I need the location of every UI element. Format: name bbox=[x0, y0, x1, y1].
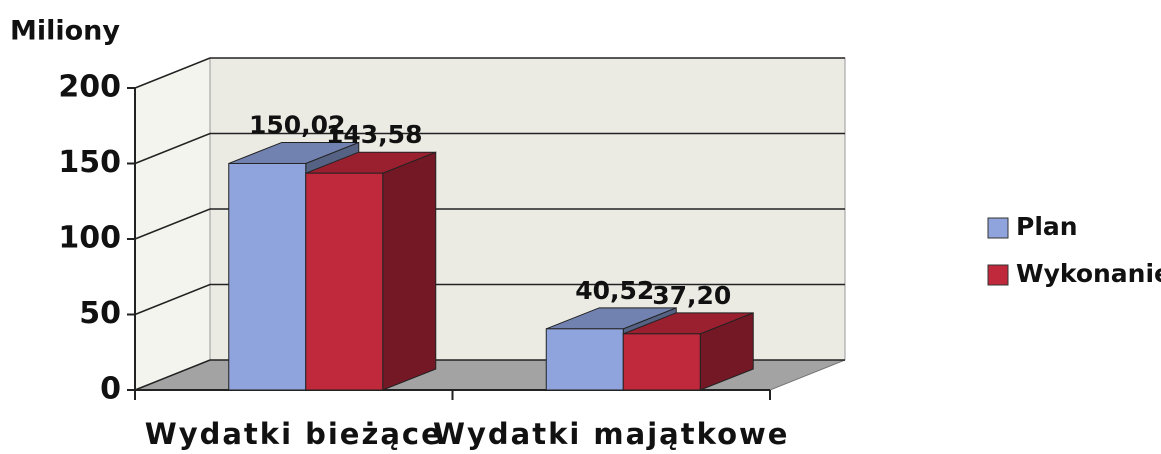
legend-label: Plan bbox=[1016, 212, 1078, 241]
bar bbox=[622, 333, 701, 391]
bar bbox=[305, 172, 384, 391]
grid-line bbox=[134, 283, 845, 316]
grid-line bbox=[134, 132, 845, 165]
legend-swatch bbox=[987, 217, 1009, 239]
x-tick-label: Wydatki majątkowe bbox=[433, 417, 789, 450]
value-label: 150,02 bbox=[249, 110, 345, 139]
y-tick-label: 0 bbox=[100, 372, 121, 407]
y-axis-label: Miliony bbox=[10, 16, 120, 47]
value-label: 143,58 bbox=[326, 120, 422, 149]
y-tick-label: 200 bbox=[58, 70, 121, 105]
grid-line bbox=[134, 208, 845, 240]
bar-side bbox=[382, 151, 437, 391]
grid-line bbox=[134, 57, 845, 89]
y-tick-label: 50 bbox=[79, 296, 121, 331]
x-tick-label: Wydatki bieżące bbox=[145, 417, 443, 450]
bar bbox=[228, 162, 307, 391]
value-label: 37,20 bbox=[652, 281, 731, 310]
y-tick-label: 150 bbox=[58, 145, 121, 180]
bar bbox=[545, 328, 624, 391]
legend-label: Wykonanie bbox=[1016, 259, 1161, 288]
value-label: 40,52 bbox=[575, 276, 654, 305]
y-tick-label: 100 bbox=[58, 221, 121, 256]
legend-swatch bbox=[987, 264, 1009, 286]
